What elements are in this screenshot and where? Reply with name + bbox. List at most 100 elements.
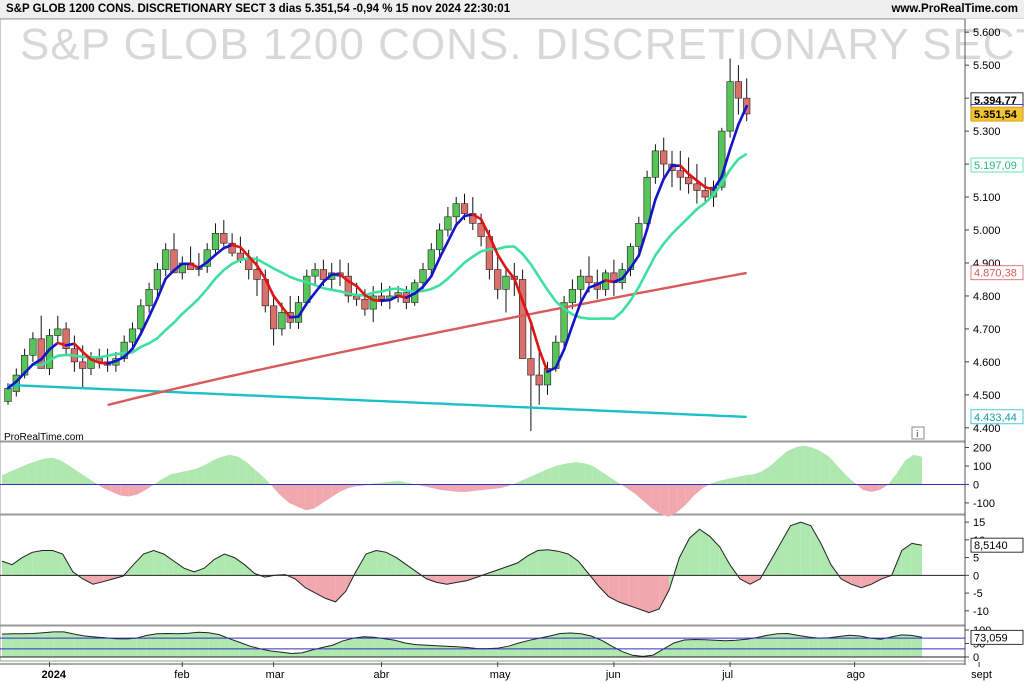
osc2-fill-segment <box>558 551 569 576</box>
candle-down <box>269 305 278 330</box>
candle-up <box>435 229 444 251</box>
osc1-fill-segment <box>626 484 636 494</box>
osc2-tick-label: 0 <box>973 570 979 582</box>
osc3-fill-segment <box>839 635 850 657</box>
osc3-fill-segment <box>849 635 860 657</box>
osc1-fill-segment <box>179 470 188 485</box>
svg-text:4.870,38: 4.870,38 <box>974 268 1017 280</box>
ma-fast-segment <box>222 243 234 250</box>
osc3-fill-segment <box>901 634 912 657</box>
osc2-tick-label: 5 <box>973 553 979 565</box>
osc2-tick-label: 15 <box>973 517 985 529</box>
svg-text:5.351,54: 5.351,54 <box>974 109 1018 121</box>
osc1-fill-segment <box>668 484 678 517</box>
ma-fast-segment <box>6 380 18 390</box>
osc1-fill-segment <box>457 484 467 492</box>
candle-up <box>726 81 734 132</box>
osc1-fill-segment <box>559 463 568 485</box>
osc1-fill-segment <box>187 468 197 485</box>
svg-text:73,059: 73,059 <box>974 632 1008 644</box>
ma-fast-segment <box>288 315 300 319</box>
brand-label: ProRealTime.com <box>4 432 84 443</box>
osc2-fill-segment <box>699 529 710 576</box>
osc1-fill-segment <box>196 465 205 485</box>
osc2-fill-segment <box>376 550 387 576</box>
osc3-fill-segment <box>797 635 809 657</box>
osc3-fill-segment <box>198 632 209 657</box>
osc1-fill-segment <box>449 484 458 492</box>
osc3-fill-segment <box>818 637 829 657</box>
x-tick-label: feb <box>174 669 189 681</box>
osc1-fill-segment <box>18 464 28 485</box>
ma-fast-segment <box>587 283 599 289</box>
ma-fast-segment <box>346 279 358 288</box>
osc2-fill-segment <box>901 543 912 576</box>
osc2-fill-segment <box>214 554 225 576</box>
osc2-fill-segment <box>315 575 326 599</box>
osc3-fill-segment <box>859 635 871 657</box>
ma-fast-segment <box>313 280 325 294</box>
osc3-fill-segment <box>167 633 178 657</box>
osc1-fill-segment <box>381 481 391 485</box>
osc1-fill-segment <box>69 466 78 485</box>
osc1-fill-segment <box>846 475 855 485</box>
osc2-fill-segment <box>325 575 336 602</box>
osc2-fill-segment <box>750 575 761 585</box>
osc3-fill-segment <box>880 637 891 657</box>
ma-fast-segment <box>620 266 632 280</box>
price-tick-label: 4.400 <box>973 423 1001 435</box>
osc3-fill-segment <box>508 642 519 657</box>
svg-text:4.433,44: 4.433,44 <box>974 412 1017 424</box>
ma-fast-segment <box>463 213 475 218</box>
osc1-fill-segment <box>778 451 787 485</box>
x-tick-label: jul <box>721 669 733 681</box>
osc3-fill-segment <box>766 633 778 657</box>
osc2-fill-segment <box>52 550 63 576</box>
ma-fast-segment <box>39 348 51 361</box>
price-value-label: 5.197,09 <box>970 157 1024 173</box>
price-value-label: 4.870,38 <box>970 265 1024 281</box>
info-icon[interactable]: i <box>911 426 925 440</box>
ma-fast-segment <box>579 286 591 304</box>
candle-down <box>319 269 328 280</box>
ma-fast-segment <box>89 358 101 364</box>
ma-fast-segment <box>479 217 491 238</box>
osc2-fill-segment <box>618 575 629 606</box>
osc1-fill-segment <box>221 454 230 485</box>
x-tick-label: sept <box>971 669 992 681</box>
ma-fast-segment <box>546 366 558 374</box>
osc3-fill-segment <box>684 639 695 657</box>
ma-fast-segment <box>31 358 43 366</box>
site-link[interactable]: www.ProRealTime.com <box>891 3 1018 15</box>
osc2-fill-segment <box>295 575 306 588</box>
candle-up <box>4 387 12 402</box>
osc3-fill-segment <box>456 646 468 657</box>
osc1-fill-segment <box>584 463 593 485</box>
osc2-fill-segment <box>638 575 650 613</box>
osc1-fill-segment <box>913 454 922 485</box>
x-tick-label: 2024 <box>42 669 67 681</box>
osc1-fill-segment <box>896 460 906 485</box>
osc3-fill-segment <box>84 635 96 657</box>
ma-fast-segment <box>612 277 624 284</box>
osc2-fill-segment <box>386 552 397 576</box>
candle-up <box>29 338 37 356</box>
osc2-fill-segment <box>365 550 377 576</box>
osc3-fill-segment <box>22 633 34 657</box>
ma-fast-segment <box>48 341 60 351</box>
osc1-fill-segment <box>137 484 146 495</box>
ma-fast-segment <box>405 292 417 299</box>
osc1-fill-segment <box>348 484 357 489</box>
osc3-fill-segment <box>43 631 54 657</box>
osc1-fill-segment <box>339 484 349 492</box>
osc2-fill-segment <box>608 575 619 602</box>
header-bar: S&P GLOB 1200 CONS. DISCRETIONARY SECT 3… <box>0 0 1024 19</box>
osc1-fill-segment <box>744 474 754 485</box>
ma-fast-segment <box>488 234 500 257</box>
svg-text:i: i <box>916 430 919 440</box>
candle-down <box>170 249 178 274</box>
ma-fast-segment <box>595 278 607 286</box>
candle-up <box>20 354 29 376</box>
osc2-fill-segment <box>82 575 93 585</box>
